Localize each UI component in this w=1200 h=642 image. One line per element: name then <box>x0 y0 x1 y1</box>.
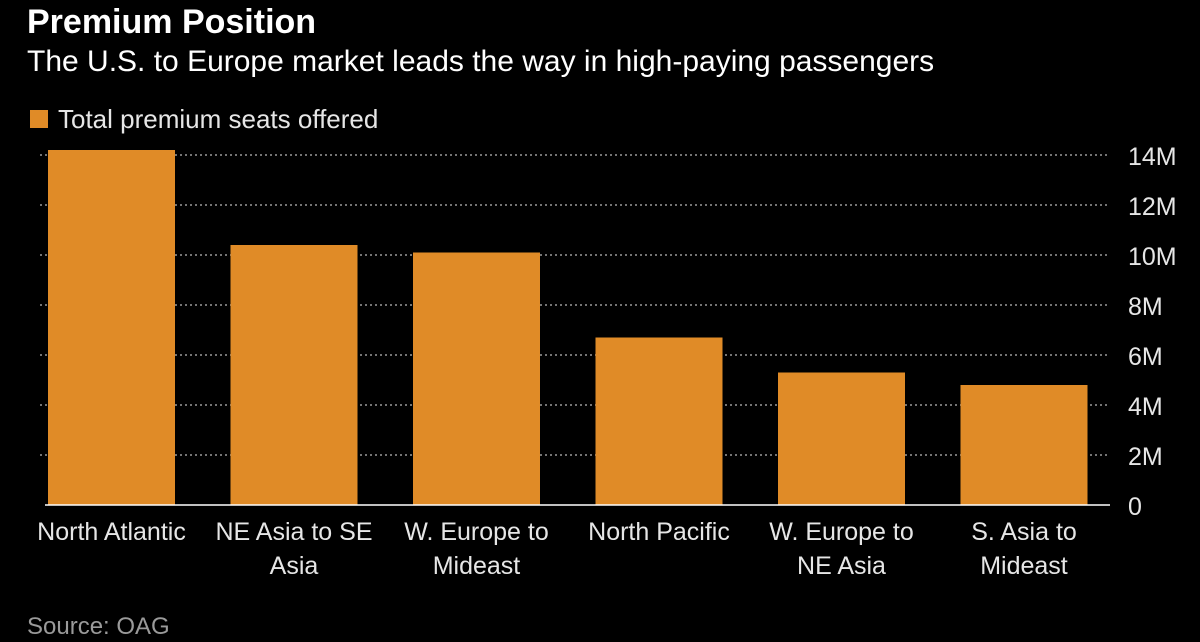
bar <box>595 337 723 505</box>
x-category-label: W. Europe to <box>769 518 914 546</box>
y-tick-label: 4M <box>1128 393 1163 421</box>
y-tick-label: 10M <box>1128 243 1177 271</box>
bar <box>960 385 1088 505</box>
x-category-label: S. Asia to <box>971 518 1077 546</box>
bar <box>778 372 905 505</box>
legend-swatch <box>30 110 48 128</box>
y-tick-label: 12M <box>1128 193 1177 221</box>
y-tick-label: 2M <box>1128 443 1163 471</box>
y-tick-label: 6M <box>1128 343 1163 371</box>
source-note: Source: OAG <box>27 613 170 640</box>
chart-subtitle: The U.S. to Europe market leads the way … <box>27 45 935 78</box>
x-category-label: NE Asia to SE <box>215 518 372 546</box>
bar-chart: 0 2M 4M 6M 8M 10M 12M 14M North Atlantic NE Asia … <box>37 143 1177 580</box>
x-category-label: Asia <box>270 552 319 580</box>
legend-label: Total premium seats offered <box>58 104 379 134</box>
x-category-label: NE Asia <box>797 552 886 580</box>
y-tick-label: 8M <box>1128 293 1163 321</box>
x-category-label: North Pacific <box>588 518 730 546</box>
x-category-label: Mideast <box>433 552 521 580</box>
chart-title: Premium Position <box>27 3 317 41</box>
bar <box>230 245 358 505</box>
bar <box>48 150 175 505</box>
legend: Total premium seats offered <box>30 101 378 137</box>
x-category-label: North Atlantic <box>37 518 186 546</box>
x-category-label: Mideast <box>980 552 1068 580</box>
bar <box>413 252 540 505</box>
y-tick-label: 0 <box>1128 493 1142 521</box>
y-tick-label: 14M <box>1128 143 1177 171</box>
x-category-label: W. Europe to <box>404 518 549 546</box>
